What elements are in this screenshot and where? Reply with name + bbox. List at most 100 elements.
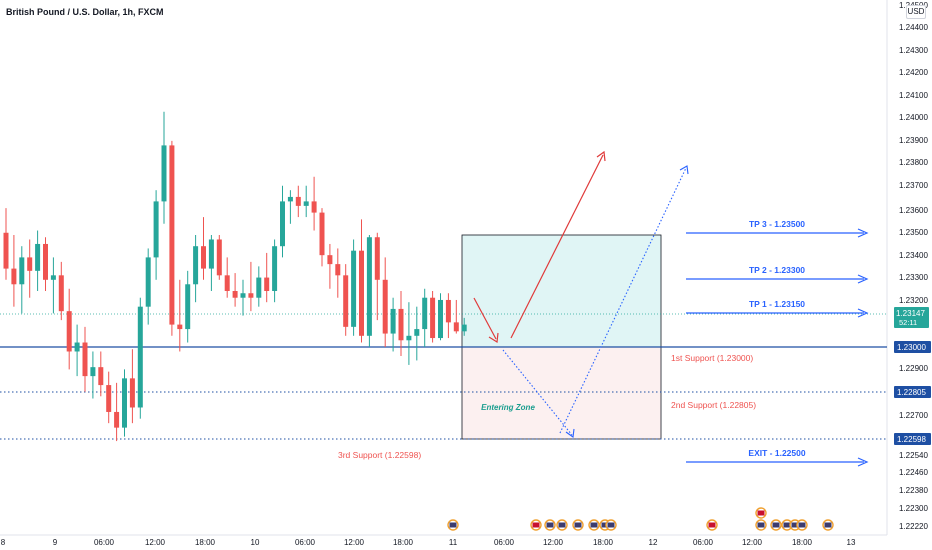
y-tick-label: 1.24400 xyxy=(899,23,928,32)
current-price-label: 1.23147 xyxy=(896,309,925,318)
candle-body xyxy=(295,196,301,206)
candle-body xyxy=(351,250,357,327)
candle-body xyxy=(327,255,333,265)
target-arrow-head xyxy=(857,457,869,467)
event-flag-fill xyxy=(798,522,806,528)
y-tick-label: 1.24300 xyxy=(899,46,928,55)
candle-body xyxy=(114,411,120,428)
support-axis-box xyxy=(894,341,931,353)
x-tick-label: 12:00 xyxy=(543,538,564,547)
candle-body xyxy=(3,232,9,269)
event-flag-fill xyxy=(824,522,832,528)
y-tick-label: 1.24100 xyxy=(899,91,928,100)
dip-arrow-line xyxy=(502,349,573,436)
symbol-title: British Pound / U.S. Dollar, 1h, FXCM xyxy=(6,7,164,17)
countdown-label: 52:11 xyxy=(899,318,917,327)
y-tick-label: 1.23300 xyxy=(899,273,928,282)
candle-body xyxy=(461,324,467,332)
candle-body xyxy=(311,201,317,213)
y-tick-label: 1.22900 xyxy=(899,364,928,373)
target-arrow-red xyxy=(510,154,604,339)
candle-body xyxy=(90,367,96,377)
x-tick-label: 9 xyxy=(53,538,58,547)
target-label: TP 1 - 1.23150 xyxy=(749,299,805,309)
support-2-label: 2nd Support (1.22805) xyxy=(671,400,756,410)
y-tick-label: 1.22700 xyxy=(899,411,928,420)
event-flag-fill xyxy=(757,510,765,516)
y-tick-label: 1.23900 xyxy=(899,136,928,145)
candle-body xyxy=(129,378,135,408)
x-tick-label: 10 xyxy=(251,538,260,547)
candle-body xyxy=(280,201,285,247)
target-label: TP 3 - 1.23500 xyxy=(749,219,805,229)
candle-body xyxy=(264,277,270,291)
x-tick-label: 12:00 xyxy=(145,538,166,547)
candle-body xyxy=(303,201,309,206)
candle-body xyxy=(398,308,404,341)
candle-body xyxy=(177,324,183,330)
currency-label[interactable]: USD xyxy=(906,5,926,19)
candle-body xyxy=(256,277,262,298)
event-flag-fill xyxy=(757,522,765,528)
dip-arrow-head xyxy=(565,428,575,438)
y-tick-label: 1.22540 xyxy=(899,451,928,460)
candle-body xyxy=(414,329,420,336)
target-label: EXIT - 1.22500 xyxy=(748,448,805,458)
candle-body xyxy=(343,275,349,327)
candle-body xyxy=(248,293,254,298)
event-flag-fill xyxy=(772,522,780,528)
candle-body xyxy=(82,342,88,377)
x-tick-label: 06:00 xyxy=(295,538,316,547)
candle-body xyxy=(287,196,293,202)
candle-body xyxy=(11,268,17,285)
target-arrow-head xyxy=(857,308,869,318)
candle-body xyxy=(382,279,388,334)
y-tick-label: 1.23700 xyxy=(899,181,928,190)
candle-body xyxy=(153,201,159,258)
support-axis-label: 1.23000 xyxy=(897,343,926,352)
x-tick-label: 18:00 xyxy=(792,538,813,547)
event-flag-fill xyxy=(791,522,799,528)
x-tick-label: 06:00 xyxy=(693,538,714,547)
x-tick-label: 12 xyxy=(649,538,658,547)
candle-body xyxy=(224,275,230,291)
y-tick-label: 1.22380 xyxy=(899,486,928,495)
x-tick-label: 06:00 xyxy=(94,538,115,547)
entry-arrow-head xyxy=(488,332,499,344)
event-flag-fill xyxy=(607,522,615,528)
candle-body xyxy=(122,378,127,428)
x-tick-label: 06:00 xyxy=(494,538,515,547)
candle-body xyxy=(98,367,104,386)
x-tick-label: 12:00 xyxy=(344,538,365,547)
x-tick-label: 8 xyxy=(1,538,6,547)
support-axis-box xyxy=(894,433,931,445)
event-flag-fill xyxy=(558,522,566,528)
x-tick-label: 18:00 xyxy=(195,538,216,547)
support-axis-label: 1.22598 xyxy=(897,435,926,444)
current-price-box xyxy=(894,307,929,328)
x-tick-label: 11 xyxy=(449,538,458,547)
stop-loss-zone xyxy=(461,346,662,440)
candle-body xyxy=(366,237,372,336)
x-tick-label: 18:00 xyxy=(393,538,414,547)
candle-body xyxy=(43,243,48,280)
candle-body xyxy=(319,212,325,256)
candle-body xyxy=(27,257,33,271)
y-tick-label: 1.23600 xyxy=(899,206,928,215)
candle-body xyxy=(406,335,412,341)
event-flag-fill xyxy=(449,522,457,528)
target-arrow-head xyxy=(857,274,869,284)
event-flag-fill xyxy=(532,522,540,528)
candle-body xyxy=(422,297,428,330)
candle-body xyxy=(208,239,214,269)
candle-body xyxy=(66,311,72,352)
y-tick-label: 1.22220 xyxy=(899,522,928,531)
candle-body xyxy=(438,299,443,339)
event-flag-fill xyxy=(546,522,554,528)
take-profit-zone xyxy=(461,234,662,348)
support-3-label: 3rd Support (1.22598) xyxy=(338,450,421,460)
target-label: TP 2 - 1.23300 xyxy=(749,265,805,275)
rally-arrow-head xyxy=(679,165,689,175)
